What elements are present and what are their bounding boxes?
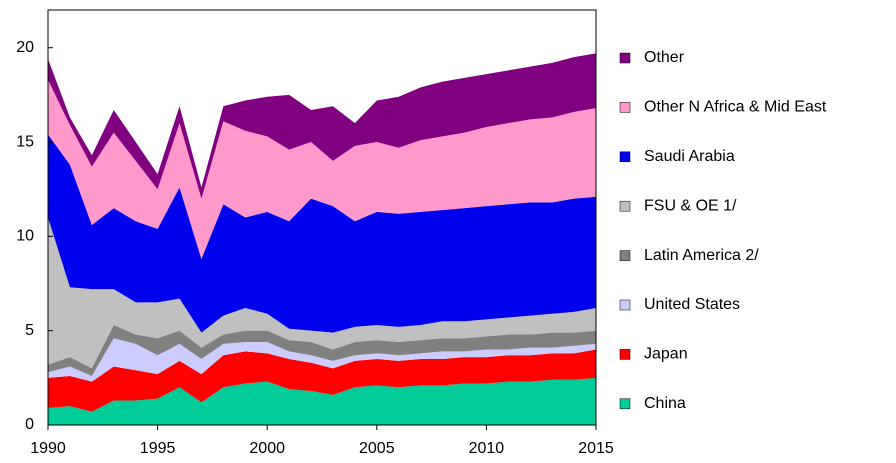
x-tick-label: 2010 bbox=[469, 440, 505, 457]
legend-swatch bbox=[619, 102, 631, 113]
area bbox=[48, 53, 596, 199]
legend-swatch bbox=[619, 250, 631, 261]
legend-swatch bbox=[619, 299, 631, 311]
x-tick-label: 1995 bbox=[140, 440, 176, 457]
legend-label: United States bbox=[644, 296, 740, 313]
y-tick-label: 10 bbox=[16, 228, 34, 245]
area bbox=[48, 134, 596, 333]
legend-label: Japan bbox=[644, 346, 688, 363]
area bbox=[48, 377, 596, 425]
area bbox=[48, 79, 596, 259]
legend-swatch bbox=[619, 349, 631, 360]
legend-label: Other bbox=[644, 49, 685, 66]
legend-label: Other N Africa & Mid East bbox=[644, 99, 827, 116]
y-tick-label: 0 bbox=[25, 416, 34, 433]
y-tick-label: 5 bbox=[25, 322, 34, 339]
legend-swatch bbox=[619, 398, 631, 410]
x-tick-label: 2015 bbox=[578, 440, 614, 457]
legend-label: China bbox=[644, 395, 686, 412]
legend-swatch bbox=[619, 200, 631, 212]
legend-label: FSU & OE 1/ bbox=[644, 197, 737, 214]
legend-label: Latin America 2/ bbox=[644, 247, 759, 264]
legend-swatch bbox=[619, 151, 631, 163]
legend-swatch bbox=[619, 52, 631, 64]
x-tick-label: 2000 bbox=[249, 440, 285, 457]
plot-frame bbox=[47, 9, 597, 426]
y-tick-label: 20 bbox=[16, 39, 34, 56]
legend-label: Saudi Arabia bbox=[644, 148, 735, 165]
x-tick-label: 2005 bbox=[359, 440, 395, 457]
area bbox=[48, 325, 596, 376]
area bbox=[48, 349, 596, 412]
area bbox=[48, 338, 596, 382]
y-tick-label: 15 bbox=[16, 133, 34, 150]
area bbox=[48, 217, 596, 369]
x-tick-label: 1990 bbox=[30, 440, 66, 457]
